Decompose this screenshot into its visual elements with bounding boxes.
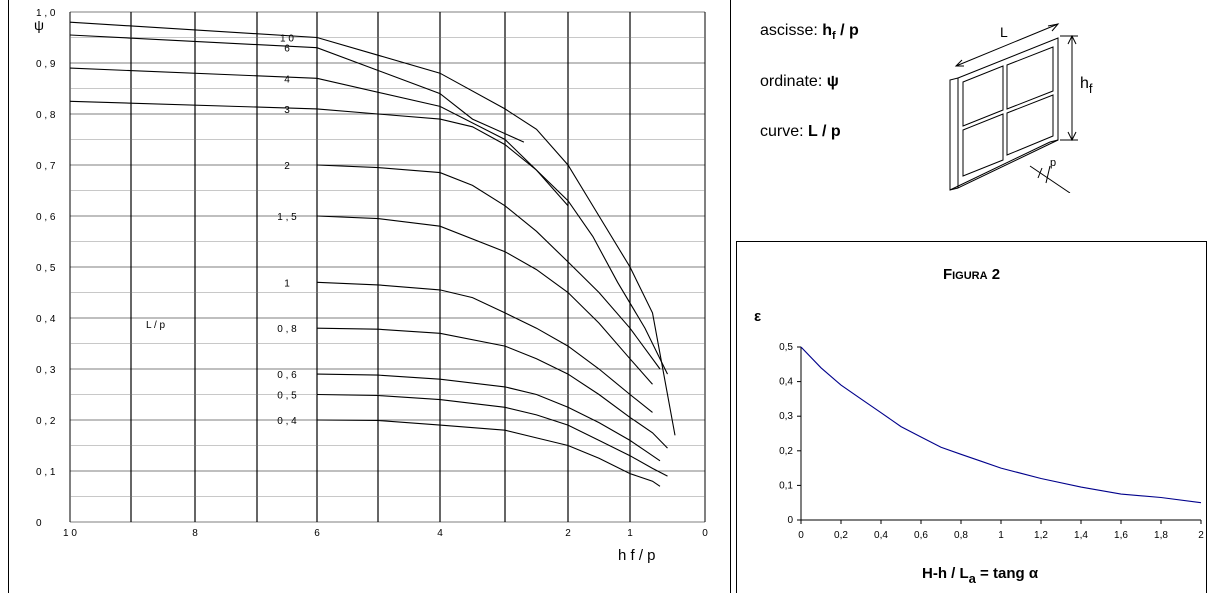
inner-label: L / p bbox=[146, 320, 166, 331]
x-tick-label: 8 bbox=[192, 528, 198, 539]
length-label: L bbox=[1000, 24, 1008, 40]
epsilon-label: ε bbox=[754, 308, 761, 325]
height-label-sub: f bbox=[1089, 81, 1093, 96]
fig2-x-tick-label: 1 bbox=[998, 530, 1004, 541]
curve-label: 1 bbox=[284, 278, 290, 289]
fig2-x-tick-label: 0 bbox=[798, 530, 804, 541]
curve-label: 0 , 4 bbox=[277, 416, 297, 427]
curve-line bbox=[316, 281, 653, 413]
fig2-x-tick-label: 2 bbox=[1198, 530, 1204, 541]
curve-line bbox=[69, 34, 525, 143]
left-frame-border bbox=[8, 0, 9, 593]
curve-line bbox=[69, 67, 668, 375]
curve-line bbox=[316, 373, 661, 462]
abscissa-legend: ascisse: hf / p bbox=[760, 22, 859, 42]
fig2-x-tick-label: 1,2 bbox=[1034, 530, 1048, 541]
figure-2-chart: 0 0,1 0,2 0,3 0,4 0,5 0 0,2 0,4 0,6 0,8 1 1,2 1,4 1,6 1… bbox=[754, 308, 1204, 586]
height-label-main: h bbox=[1080, 75, 1089, 92]
figure-2-x-label-tail: = tang α bbox=[976, 565, 1039, 582]
figure-2-x-label-sub: a bbox=[969, 571, 977, 586]
abscissa-value: h bbox=[822, 22, 833, 39]
y-tick-label: 0 , 5 bbox=[36, 263, 56, 274]
fig2-x-tick-label: 1,8 bbox=[1154, 530, 1168, 541]
curve-label: 0 , 6 bbox=[277, 370, 297, 381]
fig2-x-tick-label: 1,4 bbox=[1074, 530, 1088, 541]
y-tick-label: 0 , 2 bbox=[36, 416, 56, 427]
x-tick-label: 0 bbox=[702, 528, 708, 539]
fig2-x-tick-label: 0,8 bbox=[954, 530, 968, 541]
ordinate-label: ordinate: bbox=[760, 73, 827, 90]
y-tick-label: 0 , 4 bbox=[36, 314, 56, 325]
x-tick-label: 2 bbox=[565, 528, 571, 539]
curve-label: 1 0 bbox=[280, 34, 294, 45]
figure-2-title: Figura 2 bbox=[942, 266, 1001, 283]
fig2-y-tick-label: 0,1 bbox=[779, 480, 793, 491]
curve-label: 0 , 8 bbox=[277, 324, 297, 335]
window-diagram: L hf p bbox=[949, 23, 1093, 193]
fig2-x-tick-label: 0,2 bbox=[834, 530, 848, 541]
depth-label: p bbox=[1050, 157, 1056, 169]
curve-line bbox=[316, 327, 668, 449]
y-tick-label: 0 , 9 bbox=[36, 59, 56, 70]
y-axis-label: ψ bbox=[34, 17, 44, 33]
x-tick-label: 1 bbox=[627, 528, 633, 539]
x-tick-label: 4 bbox=[437, 528, 443, 539]
fig2-y-tick-label: 0 bbox=[787, 515, 793, 526]
fig2-y-tick-label: 0,2 bbox=[779, 446, 793, 457]
curve-line bbox=[316, 164, 661, 370]
figure-2-x-label: H-h / La = tang α bbox=[922, 565, 1039, 586]
curve-label: curve: bbox=[760, 123, 809, 140]
chart-curves bbox=[69, 21, 676, 487]
figure-2-x-label-main: H-h / L bbox=[922, 565, 969, 582]
curve-line bbox=[316, 419, 661, 487]
curve-label: 0 , 5 bbox=[277, 391, 297, 402]
y-tick-label: 0 bbox=[36, 518, 42, 529]
curve-legend: curve: L / p bbox=[760, 123, 841, 141]
curve-value: L / p bbox=[808, 123, 841, 140]
fig2-x-tick-label: 0,6 bbox=[914, 530, 928, 541]
ordinate-value: ψ bbox=[826, 73, 839, 90]
figure-2-curve bbox=[800, 346, 1202, 504]
abscissa-sub: f bbox=[832, 30, 836, 43]
fig2-x-tick-label: 1,6 bbox=[1114, 530, 1128, 541]
ordinate-legend: ordinate: ψ bbox=[760, 73, 839, 91]
x-axis-label: h f / p bbox=[618, 547, 656, 564]
curve-line bbox=[69, 100, 569, 207]
x-tick-label: 6 bbox=[314, 528, 320, 539]
y-tick-label: 0 , 3 bbox=[36, 365, 56, 376]
abscissa-label: ascisse: bbox=[760, 22, 823, 39]
y-tick-label: 0 , 8 bbox=[36, 110, 56, 121]
figure-2-panel: Figura 2 0 0,1 0,2 0,3 0,4 0,5 0 0,2 0,4 0,6 0,8 1 1… bbox=[736, 241, 1207, 593]
fig2-curve-line bbox=[800, 346, 1202, 504]
figure-2-axes: 0 0,1 0,2 0,3 0,4 0,5 0 0,2 0,4 0,6 0,8 1 1,2 1,4 1,6 1… bbox=[779, 342, 1204, 541]
y-tick-label: 0 , 1 bbox=[36, 467, 56, 478]
curve-line bbox=[69, 21, 676, 436]
y-tick-label: 0 , 6 bbox=[36, 212, 56, 223]
x-tick-label: 1 0 bbox=[63, 528, 77, 539]
height-label: hf bbox=[1080, 75, 1093, 96]
fig2-y-tick-label: 0,4 bbox=[779, 377, 793, 388]
chart-labels: 0 0 , 1 0 , 2 0 , 3 0 , 4 0 , 5 0 , 6 0 , 7 0 , … bbox=[36, 8, 708, 539]
curve-label: 2 bbox=[284, 161, 290, 172]
left-frame-border-right bbox=[730, 0, 731, 593]
curve-line bbox=[316, 393, 668, 477]
curve-label: 6 bbox=[284, 44, 290, 55]
curve-line bbox=[316, 215, 653, 385]
fig2-y-tick-label: 0,3 bbox=[779, 411, 793, 422]
curve-label: 4 bbox=[284, 74, 290, 85]
fig2-y-tick-label: 0,5 bbox=[779, 342, 793, 353]
curve-label: 3 bbox=[284, 105, 290, 116]
curve-label: 1 , 5 bbox=[277, 212, 297, 223]
y-tick-label: 0 , 7 bbox=[36, 161, 56, 172]
y-tick-label: 1 , 0 bbox=[36, 8, 56, 19]
fig2-x-tick-label: 0,4 bbox=[874, 530, 888, 541]
abscissa-tail: / p bbox=[835, 22, 859, 39]
